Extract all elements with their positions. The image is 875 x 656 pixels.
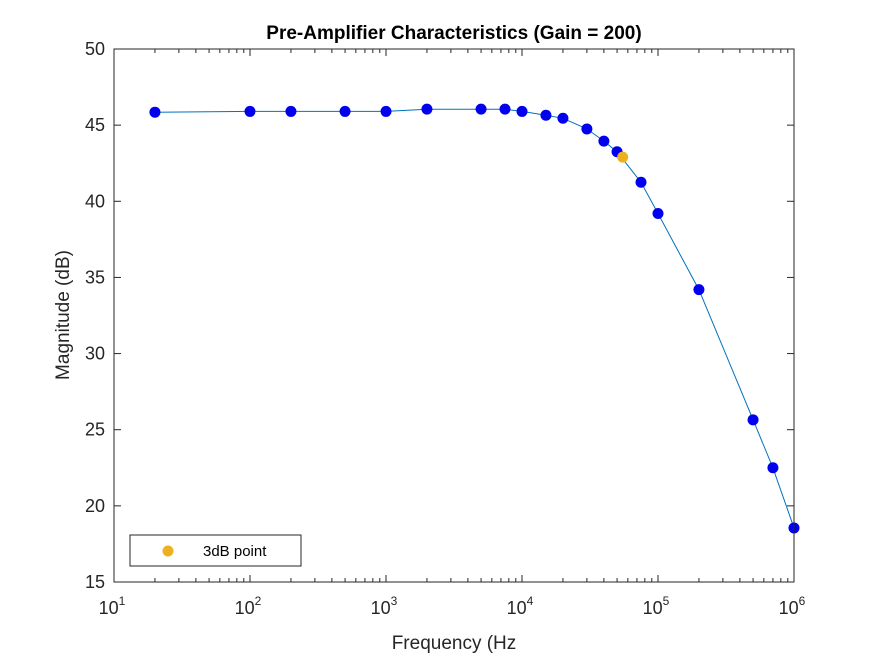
- series-layer: [149, 103, 800, 534]
- data-point: [557, 112, 569, 124]
- y-tick-label: 20: [85, 496, 105, 516]
- x-tick-base: 10: [235, 598, 255, 618]
- chart-title: Pre-Amplifier Characteristics (Gain = 20…: [266, 23, 641, 44]
- data-point: [598, 135, 610, 147]
- data-point: [652, 207, 664, 219]
- y-tick-label: 40: [85, 191, 105, 211]
- legend-box: [129, 534, 302, 567]
- y-tick-label: 15: [85, 572, 105, 592]
- data-point: [244, 105, 256, 117]
- x-tick-base: 10: [779, 598, 799, 618]
- 3db-point-marker: [617, 151, 629, 163]
- data-point: [767, 462, 779, 474]
- data-point: [747, 414, 759, 426]
- legend-label-3db-point: 3dB point: [203, 543, 267, 560]
- y-tick-label: 35: [85, 267, 105, 287]
- x-tick-exponent: 2: [255, 594, 262, 608]
- x-tick-exponent: 5: [663, 594, 670, 608]
- x-tick-base: 10: [99, 598, 119, 618]
- data-point: [516, 105, 528, 117]
- x-tick-label: 103: [371, 594, 398, 618]
- data-point: [285, 105, 297, 117]
- data-point: [499, 103, 511, 115]
- legend-marker-3db-point: [162, 545, 174, 557]
- x-tick-label: 105: [643, 594, 670, 618]
- legend: 3dB point: [129, 534, 302, 567]
- plot-background: [114, 49, 794, 582]
- y-axis-label: Magnitude (dB): [53, 250, 74, 380]
- x-tick-exponent: 6: [799, 594, 806, 608]
- y-tick-label: 50: [85, 39, 105, 59]
- y-tick-label: 45: [85, 115, 105, 135]
- data-point: [635, 176, 647, 188]
- x-tick-exponent: 4: [527, 594, 534, 608]
- data-point: [421, 103, 433, 115]
- x-axis-label: Frequency (Hz: [392, 633, 517, 654]
- plot-frame: [113, 48, 795, 583]
- data-point: [581, 123, 593, 135]
- y-tick-label: 25: [85, 420, 105, 440]
- response-line: [154, 108, 795, 529]
- data-point: [339, 105, 351, 117]
- data-point: [380, 105, 392, 117]
- x-tick-exponent: 3: [391, 594, 398, 608]
- x-tick-label: 104: [507, 594, 534, 618]
- x-tick-base: 10: [643, 598, 663, 618]
- x-tick-label: 102: [235, 594, 262, 618]
- data-point: [149, 106, 161, 118]
- data-point: [475, 103, 487, 115]
- x-tick-exponent: 1: [119, 594, 126, 608]
- x-tick-base: 10: [507, 598, 527, 618]
- x-tick-base: 10: [371, 598, 391, 618]
- data-point: [540, 109, 552, 121]
- data-point: [693, 284, 705, 296]
- x-tick-label: 106: [779, 594, 806, 618]
- y-tick-label: 30: [85, 344, 105, 364]
- x-tick-label: 101: [99, 594, 126, 618]
